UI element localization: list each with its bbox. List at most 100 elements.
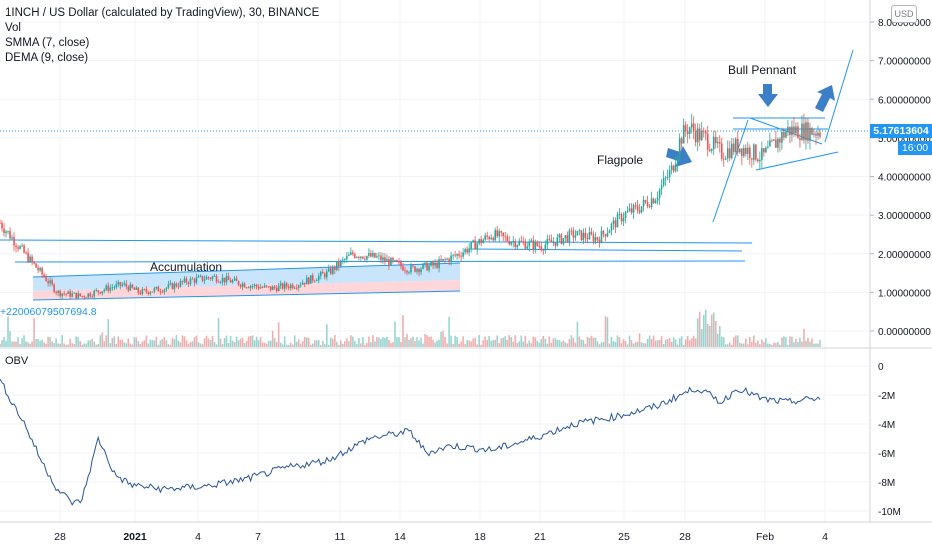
volume-bar: [398, 337, 400, 347]
volume-bar: [195, 335, 198, 347]
volume-bar: [317, 339, 320, 347]
volume-bar: [360, 343, 362, 347]
volume-bar: [444, 336, 446, 347]
candle-body: [137, 287, 140, 293]
volume-bar: [75, 336, 77, 347]
candle-body: [730, 143, 733, 159]
candle-body: [394, 260, 396, 261]
volume-bar: [708, 326, 711, 347]
candle-body: [652, 198, 655, 204]
volume-bar: [510, 336, 513, 347]
volume-bar: [416, 337, 418, 347]
volume-bar: [321, 341, 324, 347]
candle-body: [724, 158, 727, 160]
volume-bar: [323, 344, 326, 347]
candle-body: [548, 239, 551, 240]
candle-body: [215, 275, 218, 282]
volume-bar: [576, 321, 579, 347]
support-resistance-lines[interactable]: [0, 239, 753, 263]
volume-bar: [594, 337, 597, 347]
volume-bar: [325, 324, 328, 347]
volume-bar: [819, 339, 821, 347]
candle-body: [360, 256, 362, 259]
obv-series[interactable]: [0, 378, 821, 506]
candle-body: [239, 284, 242, 287]
volume-bar: [225, 335, 228, 347]
candle-body: [63, 293, 65, 295]
candle-body: [49, 280, 51, 284]
candle-body: [265, 285, 268, 287]
candle-body: [297, 285, 300, 288]
volume-bar: [666, 339, 669, 347]
volume-bar: [662, 343, 665, 347]
candle-body: [3, 228, 5, 233]
currency-button[interactable]: USD: [891, 5, 917, 23]
price-axis[interactable]: 8.00000000 7.00000000 6.00000000 5.00000000…: [870, 18, 931, 338]
candle-body: [115, 284, 118, 288]
candle-body: [813, 133, 815, 135]
candle-body: [203, 279, 206, 281]
volume-bar: [480, 344, 482, 347]
candle-body: [41, 268, 43, 275]
candle-body: [815, 133, 817, 136]
candle-body: [55, 291, 57, 293]
volume-bar: [809, 341, 811, 347]
candle-body: [21, 245, 23, 247]
volume-bar: [7, 316, 9, 347]
volume-bar: [775, 343, 777, 347]
candle-body: [478, 239, 480, 244]
volume-bar: [803, 328, 805, 347]
candle-body: [514, 240, 517, 248]
volume-bar: [817, 343, 819, 347]
time-axis[interactable]: 28 2021 4 7 11 14 18 21 25 28 Feb 4: [54, 531, 828, 543]
volume-bar: [73, 343, 75, 347]
volume-bar: [418, 340, 420, 347]
candle-body: [438, 259, 440, 268]
volume-bar: [203, 338, 206, 347]
candle-body: [508, 240, 511, 245]
candle-body: [747, 147, 749, 154]
volume-bar: [392, 342, 394, 347]
candle-body: [167, 284, 170, 288]
accumulation-channel[interactable]: [32, 262, 461, 301]
volume-bar: [33, 318, 35, 347]
volume-bar: [434, 342, 436, 347]
candle-body: [456, 254, 458, 256]
volume-bar: [107, 319, 110, 347]
volume-bar: [69, 338, 71, 347]
candle-body: [590, 232, 593, 235]
volume-bar: [179, 342, 182, 347]
volume-bar: [652, 335, 655, 347]
candle-body: [259, 287, 262, 289]
candle-body: [279, 283, 282, 286]
candle-body: [207, 277, 210, 278]
obv-axis[interactable]: 0 -2M -4M -6M -8M -10M: [878, 362, 901, 518]
time-tick-label: 11: [335, 531, 346, 543]
volume-bar: [83, 343, 86, 347]
candle-body: [305, 277, 308, 285]
volume-bar: [656, 340, 659, 347]
last-price-tag: 5.17613604: [870, 124, 932, 138]
candle-body: [332, 266, 334, 274]
volume-bar: [161, 339, 164, 347]
candle-body: [574, 235, 577, 238]
candle-body: [568, 230, 571, 242]
candle-body: [426, 262, 428, 271]
volume-bar: [384, 337, 386, 347]
candle-body: [388, 259, 390, 266]
candle-body: [225, 276, 228, 283]
volume-bar: [450, 335, 452, 347]
candle-body: [253, 284, 256, 286]
price-series[interactable]: [0, 113, 821, 300]
candle-body: [628, 208, 631, 211]
candle-body: [797, 126, 799, 139]
candle-body: [450, 255, 452, 262]
volume-value-tag: +22006079507694.8: [0, 306, 97, 318]
price-tick-label: 7.00000000: [878, 57, 931, 68]
time-tick-label: Feb: [756, 531, 774, 543]
candle-body: [648, 206, 651, 208]
candle-body: [819, 132, 821, 137]
candle-body: [430, 262, 432, 266]
candle-body: [726, 148, 729, 159]
